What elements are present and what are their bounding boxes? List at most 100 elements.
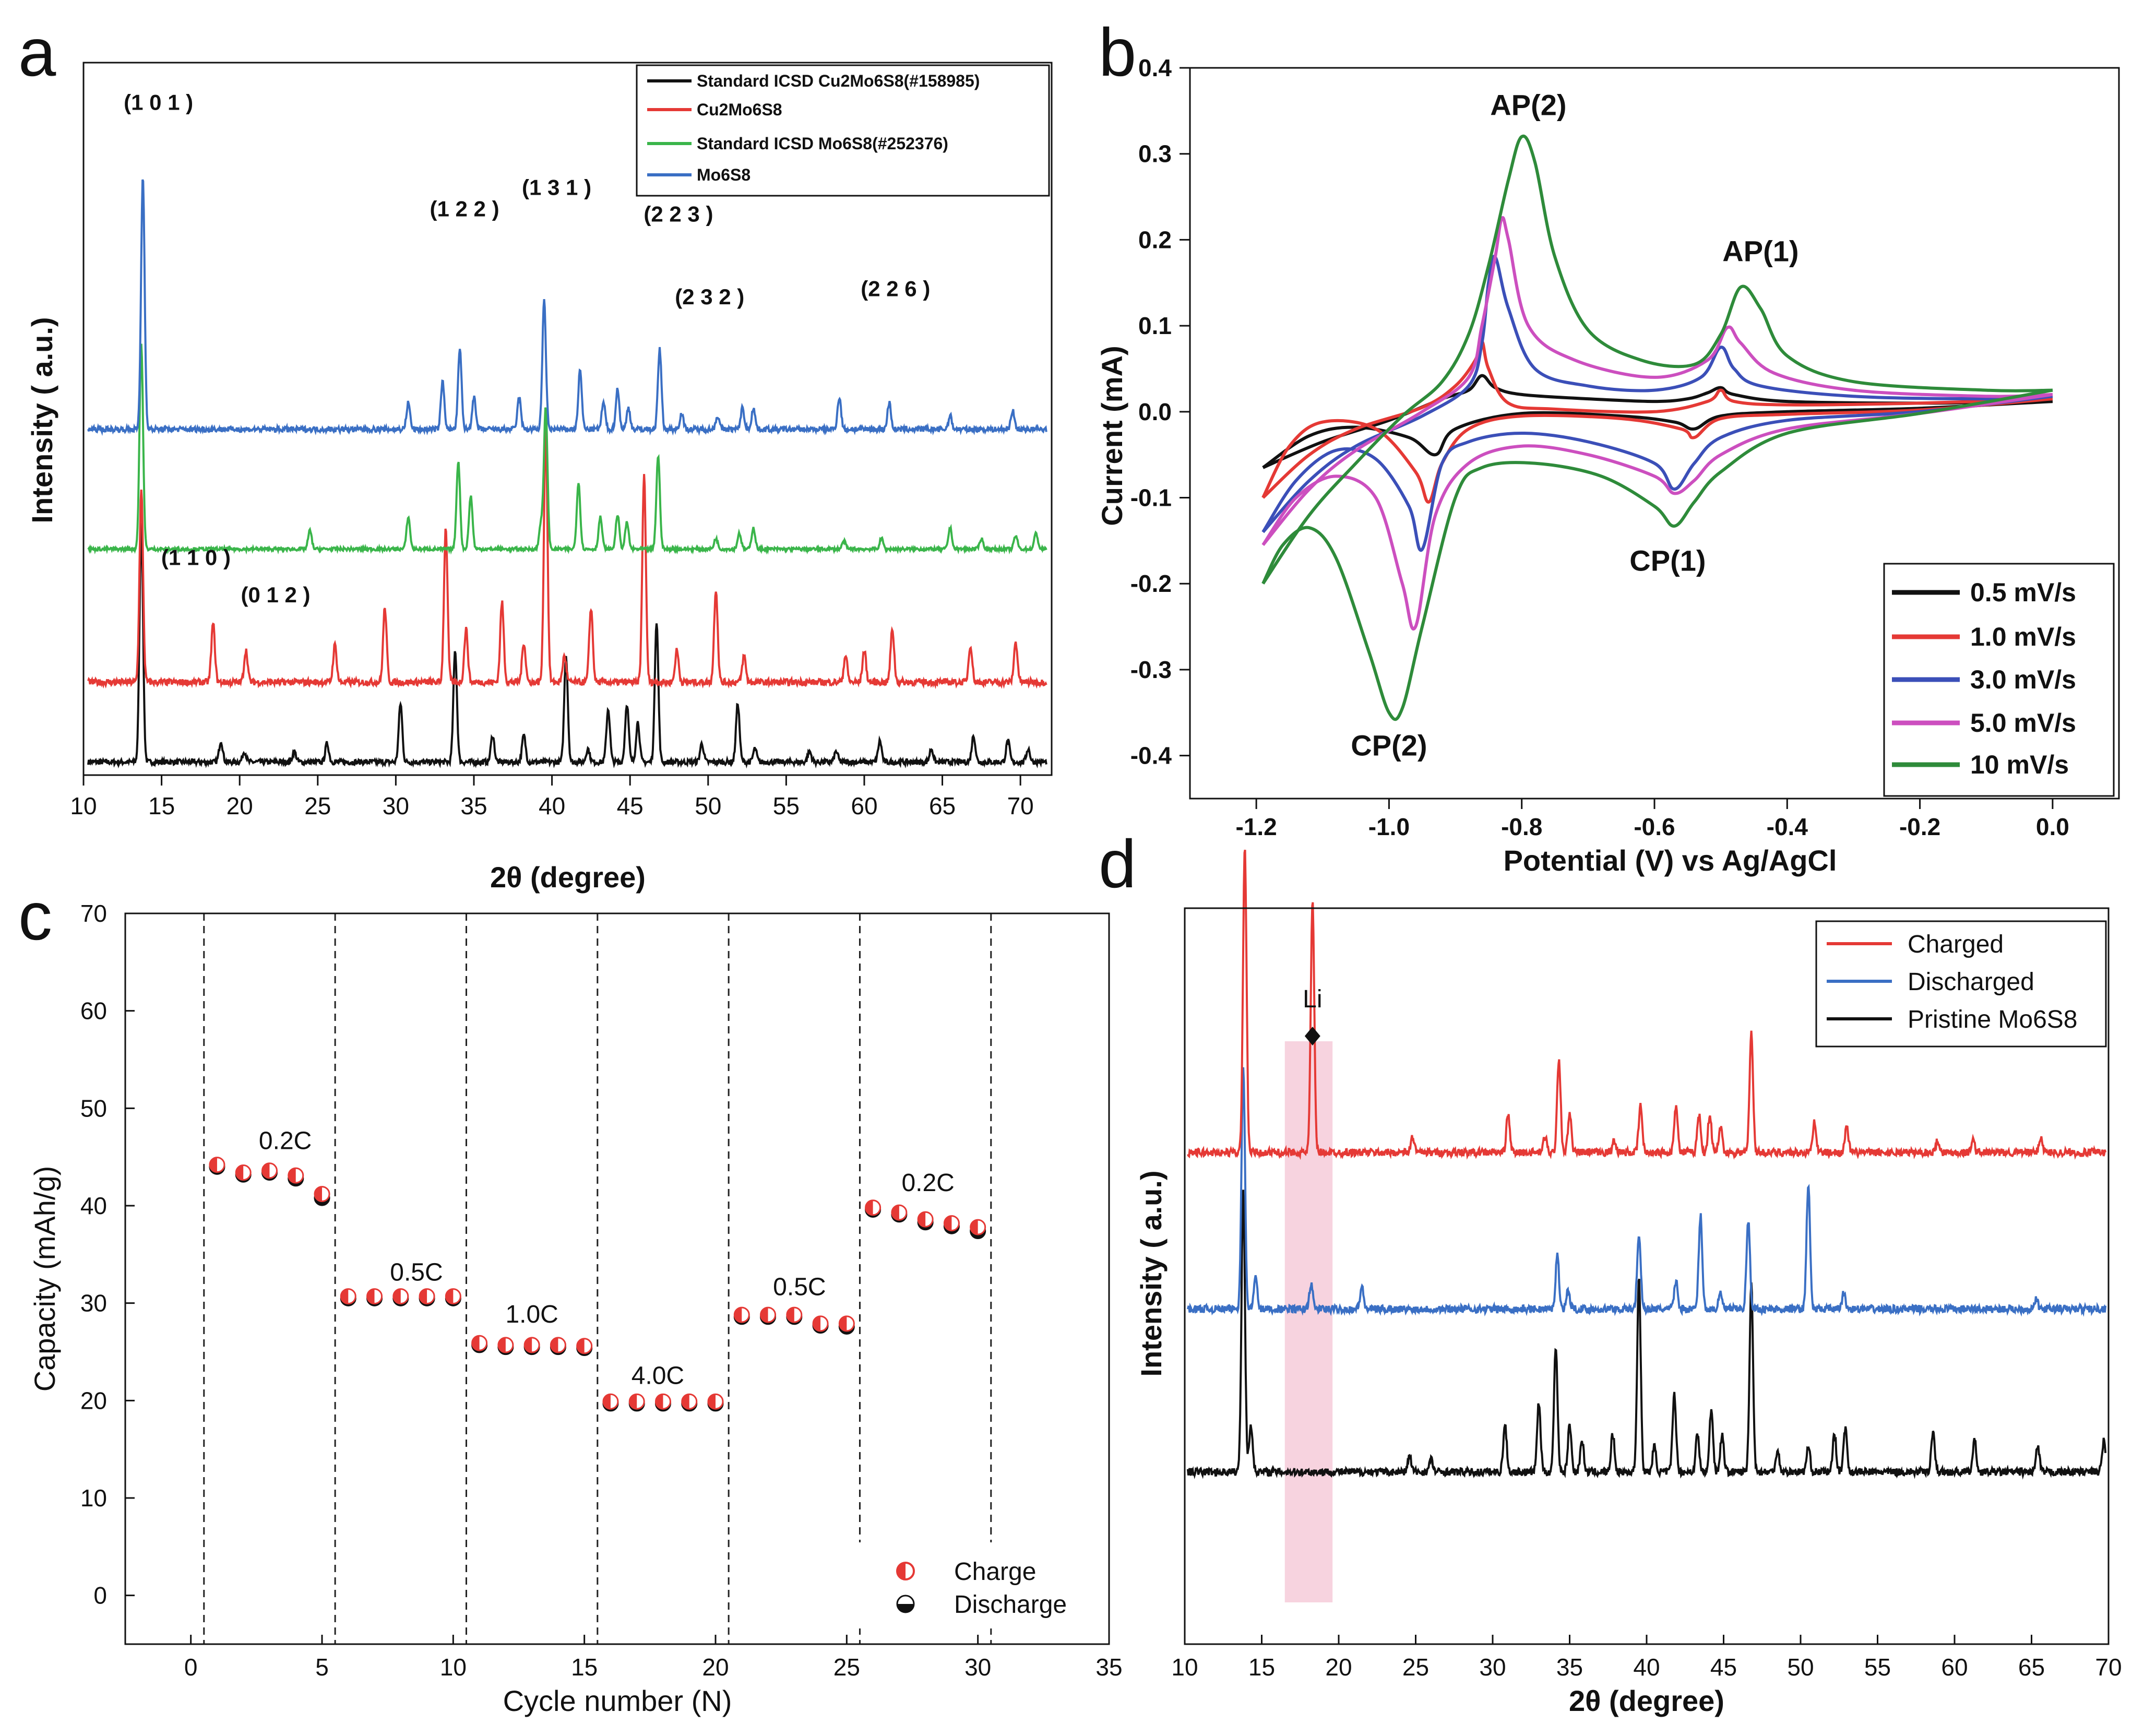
c-rate-label-5: 0.2C xyxy=(901,1169,954,1197)
a-x-tick-label-4: 30 xyxy=(383,792,409,819)
d-x-tick-label-12: 70 xyxy=(2095,1654,2122,1681)
b-y-tick-label-5: 0.1 xyxy=(1138,312,1172,339)
b-peak-label-3: CP(2) xyxy=(1351,729,1427,762)
c-charge-point-2 xyxy=(261,1162,278,1179)
c-charge-point-0 xyxy=(209,1157,225,1173)
b-series-reverse-1 xyxy=(1261,397,2053,504)
b-peak-label-2: CP(1) xyxy=(1629,544,1706,577)
c-rate-labels: 0.2C 0.5C 1.0C 4.0C 0.5C 0.2C xyxy=(259,1127,955,1390)
d-x-tick-label-7: 45 xyxy=(1710,1654,1737,1681)
c-charge-point-26 xyxy=(891,1204,908,1221)
b-legend-label-2: 3.0 mV/s xyxy=(1970,665,2076,694)
c-plot-frame xyxy=(124,912,1110,1645)
c-x-tick-label-2: 10 xyxy=(440,1654,467,1681)
a-x-tick-label-7: 45 xyxy=(617,792,644,819)
b-peak-labels: AP(2) AP(1) CP(1) CP(2) xyxy=(1351,89,1798,762)
c-rate-label-0: 0.2C xyxy=(259,1127,312,1155)
c-y-tick-label-3: 30 xyxy=(80,1290,107,1317)
a-x-tick-label-8: 50 xyxy=(695,792,721,819)
b-series-reverse-0 xyxy=(1262,400,2053,469)
c-charge-point-9 xyxy=(445,1288,461,1305)
a-peak-label-3: (2 2 3 ) xyxy=(644,202,713,227)
d-li-label: Li xyxy=(1303,985,1322,1013)
a-series-group xyxy=(87,179,1047,769)
c-x-axis-title: Cycle number (N) xyxy=(503,1684,732,1717)
b-x-tick-label-6: 0.0 xyxy=(2036,813,2069,840)
b-x-tick-label-1: -1.0 xyxy=(1368,813,1410,840)
c-charge-point-29 xyxy=(970,1219,986,1235)
b-x-tick-label-5: -0.2 xyxy=(1899,813,1940,840)
c-legend: Charge Discharge xyxy=(856,1542,1093,1628)
b-y-tick-label-7: 0.3 xyxy=(1138,140,1172,168)
b-legend: 0.5 mV/s 1.0 mV/s 3.0 mV/s 5.0 mV/s 10 m… xyxy=(1883,563,2115,797)
b-series-forward-2 xyxy=(1261,255,2053,533)
a-legend-label-1: Cu2Mo6S8 xyxy=(697,100,782,119)
a-x-tick-label-10: 60 xyxy=(851,792,877,819)
a-legend-label-0: Standard ICSD Cu2Mo6S8(#158985) xyxy=(697,72,980,90)
a-peak-label-6: (1 1 0 ) xyxy=(161,545,231,570)
c-charge-point-7 xyxy=(392,1288,409,1305)
c-charge-point-22 xyxy=(786,1306,803,1323)
c-y-tick-label-6: 60 xyxy=(80,997,107,1025)
c-charge-point-20 xyxy=(733,1306,750,1323)
b-series-forward-1 xyxy=(1261,339,2053,499)
c-charge-point-19 xyxy=(707,1393,724,1410)
a-legend: Standard ICSD Cu2Mo6S8(#158985) Cu2Mo6S8… xyxy=(636,64,1050,197)
c-charge-point-21 xyxy=(760,1306,777,1323)
b-series-reverse-3 xyxy=(1261,393,2053,631)
b-series-reverse-2 xyxy=(1261,395,2053,552)
a-series-line-0 xyxy=(87,522,1047,769)
d-x-tick-label-2: 20 xyxy=(1325,1654,1352,1681)
c-rate-label-3: 4.0C xyxy=(632,1362,684,1390)
a-x-ticks: 10 15 20 25 30 35 40 45 50 55 60 65 70 xyxy=(70,775,1034,819)
a-legend-label-2: Standard ICSD Mo6S8(#252376) xyxy=(697,134,948,153)
panel-c: c 0 5 10 15 20 25 30 35 0 10 20 30 40 50 60 70 0.2C 0.5C… xyxy=(18,878,1123,1717)
a-x-tick-label-5: 35 xyxy=(460,792,487,819)
c-legend-label-discharge: Discharge xyxy=(954,1591,1067,1619)
c-charge-point-4 xyxy=(314,1186,330,1203)
b-y-tick-label-4: 0.0 xyxy=(1138,398,1172,425)
b-x-tick-label-0: -1.2 xyxy=(1236,813,1277,840)
d-legend-label-charged: Charged xyxy=(1908,931,2004,958)
c-rate-dividers xyxy=(203,913,992,1644)
panel-letter-c: c xyxy=(18,878,52,954)
a-peak-label-5: (2 2 6 ) xyxy=(861,277,930,301)
panel-letter-b: b xyxy=(1099,14,1136,90)
d-x-tick-label-1: 15 xyxy=(1248,1654,1275,1681)
b-legend-label-1: 1.0 mV/s xyxy=(1970,622,2076,651)
d-x-tick-label-10: 60 xyxy=(1941,1654,1968,1681)
a-x-tick-label-2: 20 xyxy=(227,792,253,819)
b-series-forward-4 xyxy=(1261,134,2053,585)
b-x-tick-label-4: -0.4 xyxy=(1767,813,1808,840)
panel-b: b -1.2 -1.0 -0.8 -0.6 -0.4 -0.2 0.0 -0.4 -0.3 -0.… xyxy=(1095,14,2120,877)
c-rate-label-1: 0.5C xyxy=(390,1259,443,1287)
d-series-group xyxy=(1186,849,2107,1480)
c-charge-point-14 xyxy=(576,1338,593,1354)
b-x-tick-label-2: -0.8 xyxy=(1501,813,1542,840)
a-legend-box xyxy=(636,64,1050,197)
b-axis-ticks: -1.2 -1.0 -0.8 -0.6 -0.4 -0.2 0.0 -0.4 -0.3 -0.2 -… xyxy=(1130,54,2069,840)
b-legend-label-0: 0.5 mV/s xyxy=(1970,578,2076,607)
c-charge-point-3 xyxy=(288,1167,304,1184)
a-x-tick-label-12: 70 xyxy=(1007,792,1034,819)
d-y-axis-title: Intensity ( a.u.) xyxy=(1135,1170,1168,1376)
c-x-tick-label-0: 0 xyxy=(184,1654,198,1681)
c-x-tick-label-1: 5 xyxy=(315,1654,329,1681)
c-charge-point-15 xyxy=(602,1393,619,1410)
b-legend-label-4: 10 mV/s xyxy=(1970,750,2069,779)
c-y-tick-label-4: 40 xyxy=(80,1192,107,1219)
b-y-tick-label-8: 0.4 xyxy=(1138,54,1172,81)
a-series-line-2 xyxy=(87,343,1047,555)
c-x-tick-label-4: 20 xyxy=(702,1654,729,1681)
b-y-tick-label-3: -0.1 xyxy=(1130,484,1172,512)
c-charge-point-6 xyxy=(366,1288,383,1305)
c-x-tick-label-6: 30 xyxy=(964,1654,991,1681)
a-peak-labels: (1 0 1 ) (1 2 2 ) (1 3 1 ) (2 2 3 ) (2 3 2 )… xyxy=(124,90,930,608)
a-x-tick-label-9: 55 xyxy=(773,792,800,819)
c-charge-point-25 xyxy=(865,1199,882,1216)
c-charge-point-1 xyxy=(235,1164,252,1181)
d-li-marker-group: Li xyxy=(1303,985,1323,1045)
d-x-tick-label-6: 40 xyxy=(1633,1654,1660,1681)
c-x-tick-label-3: 15 xyxy=(571,1654,598,1681)
c-data-points xyxy=(209,1157,986,1412)
